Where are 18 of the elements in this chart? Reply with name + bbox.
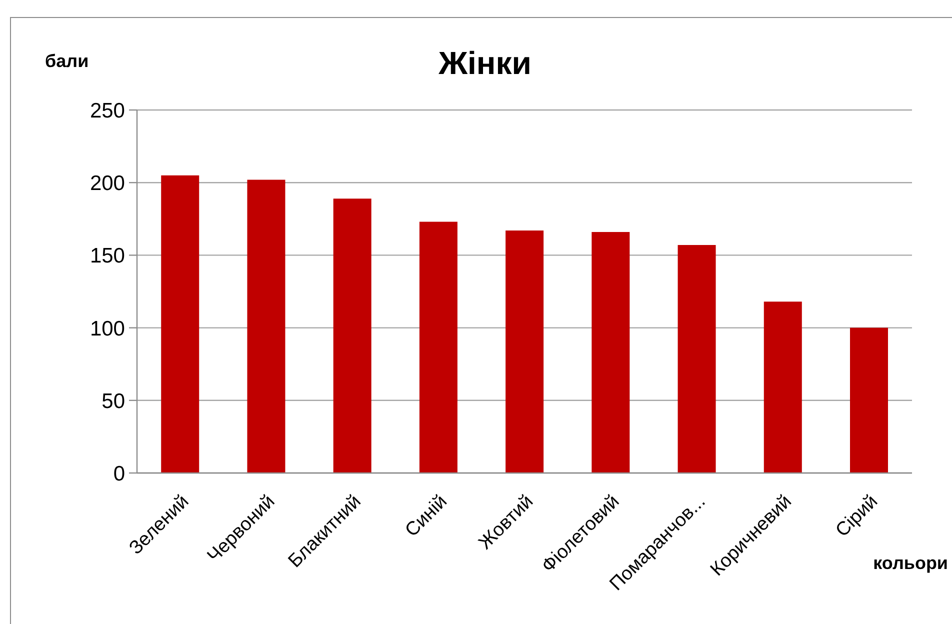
bar (161, 175, 200, 473)
bar (419, 222, 458, 473)
bar (850, 328, 888, 473)
bar (247, 180, 286, 473)
y-tick-label: 0 (113, 462, 125, 486)
y-tick-label: 150 (90, 244, 125, 268)
y-tick-label: 200 (90, 172, 125, 196)
bar (764, 302, 802, 473)
bar (333, 198, 372, 473)
bar (678, 245, 716, 473)
y-axis-title: бали (45, 51, 89, 72)
chart-title: Жінки (438, 45, 532, 81)
y-tick-label: 250 (90, 99, 125, 122)
y-tick-label: 50 (102, 390, 125, 413)
x-axis-title: кольори (873, 553, 948, 574)
y-tick-label: 100 (90, 317, 125, 340)
bar (506, 230, 544, 473)
bar (592, 232, 630, 473)
